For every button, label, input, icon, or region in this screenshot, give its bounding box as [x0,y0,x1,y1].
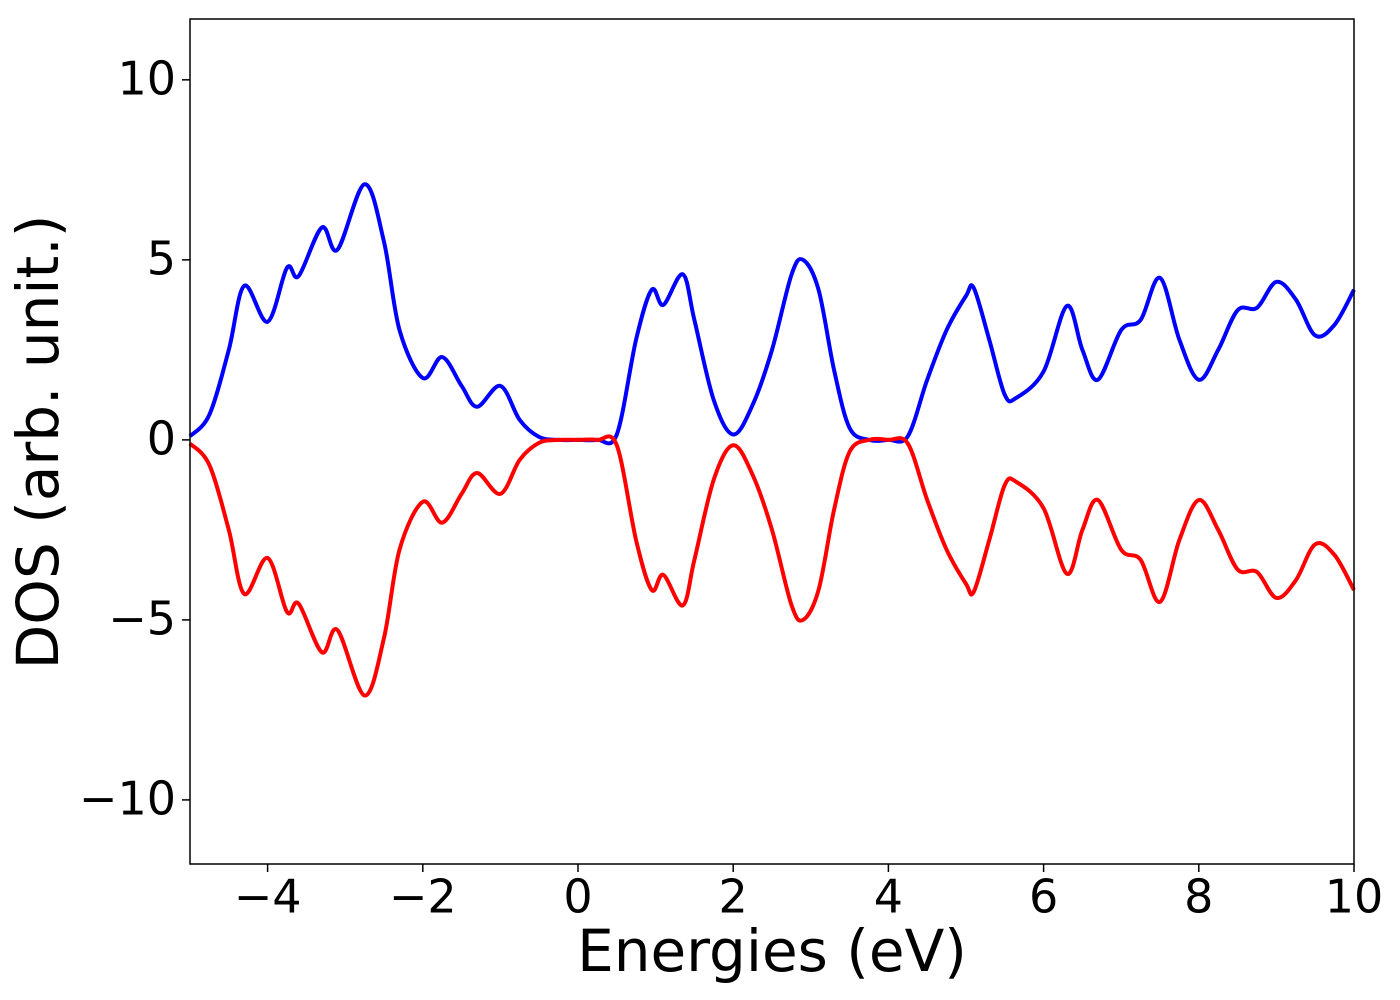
y-tick-label: 10 [117,51,176,105]
y-tick-label: −10 [79,771,176,825]
y-tick-label: −5 [108,591,176,645]
x-tick-label: −4 [234,870,302,924]
dos-line [188,434,1356,698]
x-tick-label: 10 [1325,870,1384,924]
plot-frame [189,18,1355,865]
x-tick-label: 4 [874,870,903,924]
dos-line [188,182,1356,446]
x-tick-label: −2 [389,870,457,924]
y-tick-label: 5 [147,231,176,285]
y-tick-label: 0 [147,411,176,465]
x-tick-label: 8 [1184,870,1213,924]
x-axis-label: Energies (eV) [577,917,967,985]
x-tick-label: 6 [1029,870,1058,924]
x-tick-label: 2 [719,870,748,924]
x-tick-label: 0 [563,870,592,924]
y-axis-label: DOS (arb. unit.) [4,215,72,670]
